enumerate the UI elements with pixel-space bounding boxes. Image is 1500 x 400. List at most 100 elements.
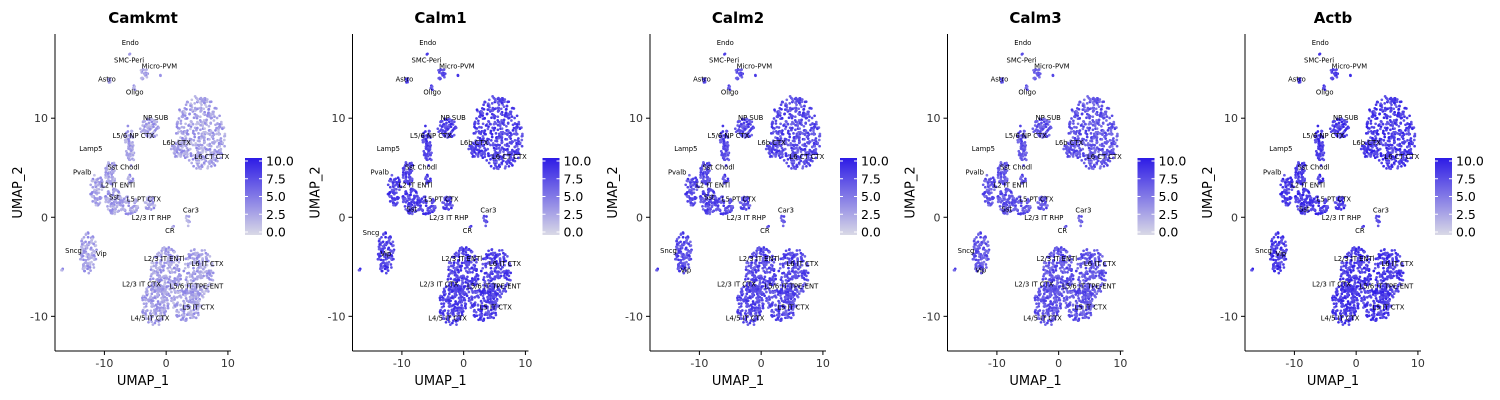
cell-point (515, 145, 519, 148)
cell-point (202, 161, 206, 165)
cell-point (192, 164, 195, 168)
cell-point (183, 262, 187, 266)
cluster-label: NP SUB (143, 114, 169, 122)
cell-point (401, 200, 405, 204)
cell-point (504, 108, 508, 111)
cell-point (500, 161, 504, 165)
cell-point (96, 177, 100, 181)
cell-point (466, 275, 469, 279)
cell-point (209, 100, 213, 104)
cell-point (86, 235, 90, 239)
cell-point (506, 112, 510, 116)
cell-point (185, 317, 188, 321)
cell-point (161, 265, 164, 268)
cell-point (460, 246, 464, 249)
cell-point (743, 127, 747, 131)
cell-point (502, 131, 506, 135)
cluster-label: L2/3 IT CTX (420, 281, 459, 289)
cell-point (495, 139, 499, 143)
cell-point (771, 276, 775, 279)
cluster-label: CR (463, 227, 473, 235)
cell-point (393, 197, 396, 200)
cell-point (112, 161, 116, 165)
cell-point (746, 269, 750, 272)
cell-point (176, 141, 180, 145)
cell-point (175, 123, 179, 126)
cell-point (811, 139, 814, 142)
cell-point (80, 245, 83, 249)
cell-point (486, 108, 490, 111)
cell-point (774, 122, 778, 125)
cell-point (467, 270, 471, 274)
cell-point (469, 306, 473, 309)
cell-point (461, 289, 465, 292)
cell-point (485, 112, 489, 116)
cell-point (775, 125, 779, 129)
cluster-label: Micro-PVM (142, 63, 178, 71)
cell-point (812, 129, 815, 133)
cell-point (801, 166, 804, 170)
cell-point (186, 132, 189, 136)
cell-point (152, 130, 156, 134)
cell-point (805, 135, 809, 139)
cell-point (151, 201, 155, 205)
cell-point (779, 134, 782, 138)
cell-point (104, 173, 107, 177)
cell-point (520, 144, 524, 148)
cluster-label: Micro-PVM (439, 63, 475, 71)
cell-point (450, 308, 454, 312)
cell-point (197, 165, 201, 169)
cell-point (795, 134, 798, 138)
cell-point (481, 294, 485, 298)
cell-point (752, 275, 756, 279)
cell-point (818, 134, 822, 138)
cell-point (775, 131, 779, 135)
cell-point (176, 120, 179, 124)
cell-point (790, 167, 793, 170)
cell-point (161, 298, 164, 301)
cell-point (385, 241, 388, 244)
cell-point (181, 316, 185, 320)
cell-point (478, 115, 481, 118)
cell-point (119, 196, 123, 200)
cell-point (195, 122, 198, 126)
cell-point (790, 146, 793, 150)
cell-point (89, 246, 93, 250)
cell-point (132, 158, 136, 162)
cell-point (170, 270, 173, 274)
cell-point (215, 156, 218, 160)
cell-point (457, 270, 460, 274)
cell-point (801, 112, 805, 115)
cell-point (197, 160, 201, 164)
cell-point (763, 275, 767, 279)
cell-point (205, 105, 208, 109)
cell-point (169, 284, 172, 288)
cell-point (171, 254, 174, 258)
cell-point (200, 249, 204, 252)
cell-point (733, 127, 737, 131)
cell-point (153, 204, 157, 207)
cell-point (380, 241, 383, 245)
cell-point (417, 196, 421, 200)
cell-point (152, 122, 155, 126)
cluster-label: Vip (380, 250, 391, 258)
cell-point (192, 153, 196, 157)
cell-point (454, 300, 457, 303)
cell-point (714, 208, 718, 212)
cell-point (201, 124, 205, 128)
cell-point (148, 118, 152, 122)
cell-point (148, 127, 152, 131)
cell-point (191, 279, 195, 283)
cell-point (126, 212, 130, 216)
cell-point (453, 292, 457, 296)
cell-point (162, 304, 166, 307)
panel-title: Calm1 (414, 9, 466, 27)
cell-point (478, 313, 482, 317)
cell-point (802, 115, 806, 118)
cell-point (503, 98, 507, 101)
cell-point (681, 235, 685, 239)
cell-point (483, 146, 486, 150)
cell-point (797, 107, 801, 111)
cell-point (685, 251, 689, 255)
cell-point (470, 152, 474, 155)
